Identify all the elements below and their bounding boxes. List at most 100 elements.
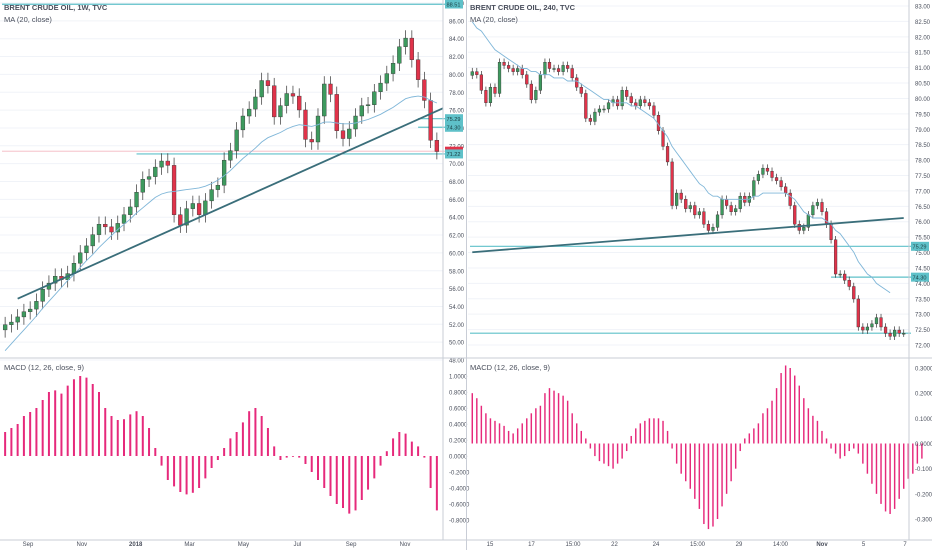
candle-body [109,226,114,233]
candle-body [53,276,58,284]
price-tick-label: 68.00 [449,180,465,186]
candle-body [506,65,511,69]
macd-tick-label: -0.1000 [915,467,932,473]
price-axis[interactable]: 83.00 82.50 82.00 81.50 81.00 80.50 80.00 79.50… [915,5,931,350]
candle-body [561,65,565,72]
price-tick-label: 84.00 [449,37,465,43]
candle-body [215,185,221,190]
trend-line-segment[interactable] [17,107,444,300]
price-tick-label: 62.00 [449,234,465,240]
price-tick-label: 86.00 [449,19,465,25]
price-axis[interactable]: 88.0086.0084.0082.0080.0078.0076.0074.00… [449,2,465,365]
time-tick-label: 15:00 [690,542,706,548]
candle-body [788,192,792,206]
candle-body [409,37,414,60]
price-tick-label: 74.00 [915,282,931,288]
panel-4h: BRENT CRUDE OIL, 240, TVC MA (20, close)… [467,0,932,548]
candle-body [328,83,333,95]
candle-body [303,109,308,140]
candle-body [870,323,874,328]
candle-body [552,68,556,70]
candle-body [520,68,524,75]
macd-tick-label: 0.0000 [915,442,932,448]
macd-tick-label: 0.2000 [449,439,468,445]
trend-line[interactable] [17,107,444,300]
price-tick-label: 54.00 [449,305,465,311]
price-tick-label: 83.00 [915,5,931,11]
candle-body [121,214,127,224]
candle-body [602,108,606,111]
candle-body [638,99,642,107]
candle-body [852,286,856,300]
candle-body [779,180,783,188]
ma-series [471,21,891,294]
candle-body [824,211,829,225]
candle-body [209,189,214,202]
candle-body [96,224,102,235]
macd-tick-label: 0.2000 [915,392,932,398]
candle-body [711,227,715,231]
candle-body [378,82,383,92]
trend-line-segment[interactable] [472,217,904,254]
price-tag-bg [445,149,463,159]
ma-line [4,95,438,352]
candle-body [643,99,647,103]
candle-body [78,252,83,264]
candle-body [359,105,364,117]
price-tick-label: 60.00 [449,251,465,257]
candle-body [184,208,189,226]
horizontal-levels [470,245,911,334]
candle-body [856,298,860,328]
candle-body [290,93,296,97]
candle-body [679,192,683,200]
candle-body [793,205,797,225]
candle-body [516,68,520,72]
time-axis[interactable]: Sep Nov 2018 Mar May Jul Sep Nov [23,542,411,548]
candle-body [297,95,302,111]
candle-body [529,83,533,100]
horizontal-levels [2,3,445,155]
candle-body [765,167,770,172]
price-tags: 75.29 74.30 [911,241,929,282]
time-axis[interactable]: 15 17 15:00 22 24 15:00 29 14:00 Nov 5 7 [487,542,908,548]
candle-body [761,167,765,175]
candle-body [720,199,724,216]
macd-axis[interactable]: 1.0000 0.8000 0.6000 0.4000 0.2000 0.0000 -0.2… [449,375,470,525]
time-tick-label: 22 [611,542,618,548]
macd-tick-label: 1.0000 [449,375,468,381]
price-tick-label: 77.00 [915,189,931,195]
candle-body [843,273,847,281]
price-tick-label: 81.50 [915,51,931,57]
price-tick-label: 70.00 [449,162,465,168]
time-tick-label: 14:00 [773,542,789,548]
candle-body [259,80,264,98]
panel-weekly: BRENT CRUDE OIL, 1W, TVC MA (20, close) … [0,0,470,548]
time-tick-label: 2018 [129,542,143,548]
candle-body [415,59,421,80]
candle-body [484,90,488,103]
price-tag-label: 88.51 [447,2,461,8]
macd-label: MACD (12, 26, close, 9) [470,363,551,372]
candle-body [203,200,208,215]
candle-body [575,77,579,88]
price-tick-label: 75.00 [915,251,931,257]
price-tick-label: 79.00 [915,128,931,134]
price-tick-label: 72.50 [915,328,931,334]
price-tick-label: 82.50 [915,20,931,26]
candle-body [883,326,888,334]
candle-body [511,68,515,72]
candle-body [502,62,506,66]
candle-body [566,65,570,69]
candle-body [428,100,433,141]
candle-body [40,288,45,302]
macd-axis[interactable]: 0.3000 0.2000 0.1000 0.0000 -0.1000 -0.2000 -0… [915,367,932,524]
candle-body [221,159,227,186]
trend-line[interactable] [472,217,904,254]
candle-body [103,224,108,228]
candle-body [34,301,39,310]
macd-tick-label: 0.6000 [449,407,468,413]
time-tick-label: Nov [400,542,411,548]
candle-body [547,62,552,69]
price-grid [468,5,909,346]
